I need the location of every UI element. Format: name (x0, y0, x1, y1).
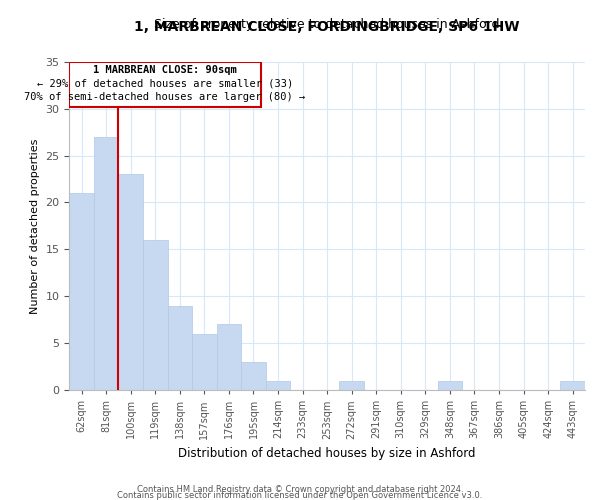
Bar (192, 334, 217, 390)
Bar (94, 137, 118, 390)
Text: Contains public sector information licensed under the Open Government Licence v3: Contains public sector information licen… (118, 490, 482, 500)
Title: Size of property relative to detached houses in Ashford: Size of property relative to detached ho… (154, 18, 500, 32)
Text: Contains HM Land Registry data © Crown copyright and database right 2024.: Contains HM Land Registry data © Crown c… (137, 484, 463, 494)
Bar (266, 381, 290, 390)
Text: ← 29% of detached houses are smaller (33): ← 29% of detached houses are smaller (33… (37, 78, 293, 88)
Bar (217, 324, 241, 390)
Y-axis label: Number of detached properties: Number of detached properties (30, 138, 40, 314)
Bar (560, 381, 585, 390)
Text: 70% of semi-detached houses are larger (80) →: 70% of semi-detached houses are larger (… (25, 92, 305, 102)
Text: 1 MARBREAN CLOSE: 90sqm: 1 MARBREAN CLOSE: 90sqm (93, 65, 237, 75)
Bar (143, 240, 167, 390)
Bar (69, 193, 94, 390)
Bar (437, 381, 462, 390)
Bar (241, 362, 266, 390)
Bar (69, 62, 261, 107)
Bar (340, 381, 364, 390)
Bar (167, 306, 192, 390)
Bar (118, 174, 143, 390)
Text: 1, MARBREAN CLOSE, FORDINGBRIDGE, SP6 1HW: 1, MARBREAN CLOSE, FORDINGBRIDGE, SP6 1H… (134, 20, 520, 34)
X-axis label: Distribution of detached houses by size in Ashford: Distribution of detached houses by size … (178, 447, 476, 460)
